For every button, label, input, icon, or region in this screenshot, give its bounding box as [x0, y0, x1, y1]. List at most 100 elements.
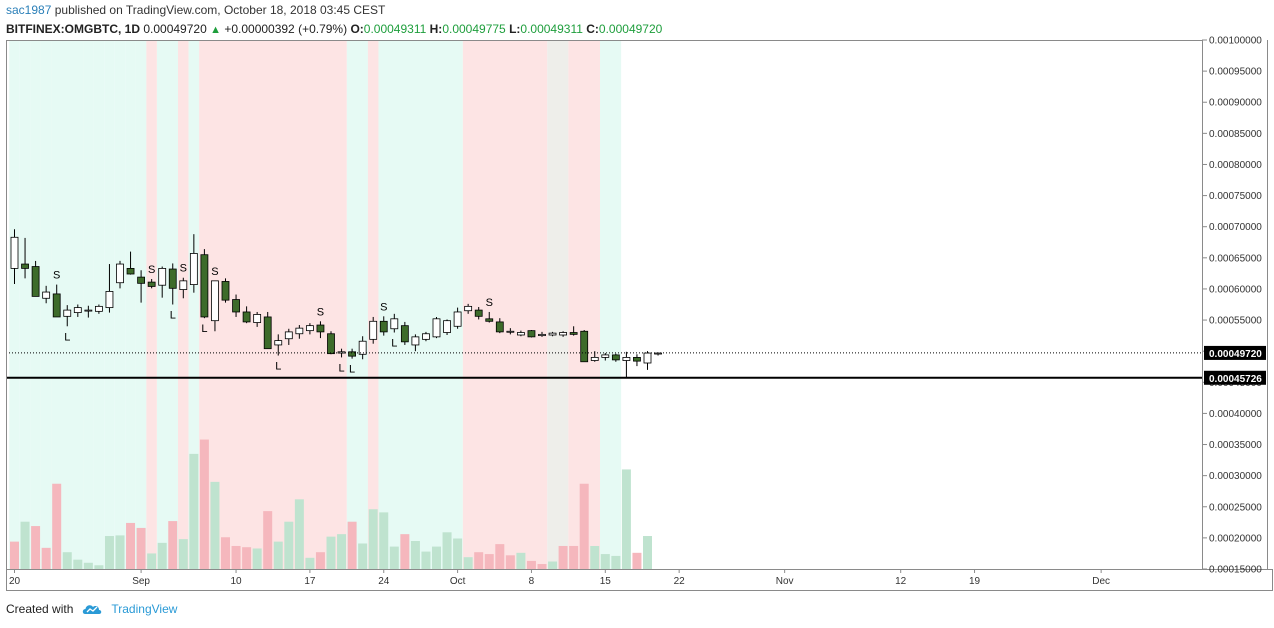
- volume-bar: [600, 554, 610, 569]
- volume-bar: [83, 562, 93, 569]
- y-tick-label: 0.00075000: [1209, 191, 1262, 202]
- candle-bull: [105, 291, 114, 309]
- volume-bar: [611, 555, 621, 569]
- signal-long-label: L: [170, 310, 176, 322]
- y-tick-label: 0.00030000: [1209, 471, 1262, 482]
- candle-bull: [548, 332, 557, 336]
- price-axis[interactable]: 0.00015000 0.00020000 0.00025000 0.00030000…: [1202, 36, 1266, 576]
- background-band-green: [156, 40, 168, 569]
- candle-bear: [137, 276, 146, 284]
- volume-bar: [379, 512, 389, 569]
- x-tick-label: Dec: [1092, 576, 1110, 587]
- candle-bull: [369, 320, 378, 340]
- background-band-green: [30, 40, 41, 569]
- volume-bar: [284, 521, 294, 569]
- y-tick-label: 0.00055000: [1209, 316, 1262, 327]
- candle-bull: [453, 311, 462, 327]
- up-arrow-icon: ▲: [210, 24, 221, 36]
- y-tick-label: 0.00025000: [1209, 502, 1262, 513]
- volume-bar: [326, 536, 336, 569]
- time-axis[interactable]: 20 Sep 10 17 24 Oct 8 15 22 Nov 12 19 Dec: [9, 569, 1110, 587]
- price-tag-box: [1204, 370, 1266, 385]
- background-band-red: [367, 40, 379, 569]
- candle-bull: [95, 305, 103, 312]
- y-tick-label: 0.00090000: [1209, 98, 1262, 109]
- low-label: L:: [509, 22, 521, 36]
- volume-bar: [442, 532, 452, 569]
- volume-bar: [453, 538, 463, 569]
- candle-bull: [84, 309, 93, 312]
- candle-bull: [211, 280, 219, 322]
- y-tick-label: 0.00015000: [1209, 565, 1262, 576]
- signal-short-label: S: [148, 264, 155, 276]
- price-lines: [6, 352, 1202, 379]
- background-band-green: [114, 40, 126, 569]
- candle-bear: [400, 325, 409, 343]
- candle-bull: [601, 354, 610, 358]
- candle-bear: [126, 268, 135, 275]
- volume-bar: [505, 555, 515, 569]
- candle-bull: [654, 352, 662, 355]
- candle-bull: [538, 333, 546, 337]
- signal-short-label: S: [180, 263, 187, 275]
- candle-bull: [464, 305, 473, 312]
- volume-bar: [337, 534, 347, 569]
- volume-bar: [294, 499, 304, 569]
- background-band-green: [600, 40, 622, 569]
- candlesticks: [10, 229, 662, 378]
- author-link[interactable]: sac1987: [6, 3, 52, 17]
- background-band-green: [19, 40, 31, 569]
- volume-bar: [221, 537, 230, 569]
- tradingview-link[interactable]: TradingView: [111, 602, 178, 616]
- y-tick-label: 0.00035000: [1209, 440, 1262, 451]
- volume-bar: [41, 547, 51, 569]
- candle-bull: [559, 332, 567, 336]
- candle-bear: [569, 332, 578, 335]
- candle-bear: [21, 263, 29, 269]
- candle-bear: [147, 281, 156, 287]
- volume-bar: [242, 547, 252, 569]
- candle-bear: [242, 311, 251, 323]
- candle-bear: [633, 356, 641, 362]
- y-tick-label: 0.00080000: [1209, 160, 1262, 171]
- x-tick-label: Nov: [776, 576, 794, 587]
- x-tick-label: 20: [9, 576, 21, 587]
- volume-bar: [358, 543, 368, 569]
- candle-bear: [221, 281, 230, 301]
- background-band-green: [9, 40, 20, 569]
- candle-bull: [253, 314, 262, 323]
- background-band-red: [568, 40, 601, 569]
- volume-bar: [548, 561, 558, 569]
- volume-bar: [410, 540, 420, 569]
- candle-bull: [590, 356, 599, 361]
- volume-bar: [484, 554, 494, 569]
- volume-bar: [305, 557, 315, 569]
- open-value: 0.00049311: [363, 22, 427, 36]
- volume-bar: [368, 509, 378, 569]
- y-tick-label: 0.00100000: [1209, 36, 1262, 47]
- publish-header: sac1987 published on TradingView.com, Oc…: [6, 3, 385, 17]
- volume-bar: [590, 545, 600, 569]
- signal-short-label: S: [380, 301, 387, 313]
- volume-bar: [273, 541, 283, 569]
- volume-bar: [463, 557, 473, 569]
- signal-long-label: L: [275, 361, 281, 373]
- candle-bull: [506, 330, 515, 333]
- high-label: H:: [429, 22, 443, 36]
- candle-bull: [622, 356, 631, 361]
- volume-bar: [252, 548, 262, 569]
- time-axis-border: [6, 569, 1273, 591]
- symbol-label[interactable]: BITFINEX:OMGBTC, 1D: [6, 22, 140, 36]
- volume-bar: [168, 521, 178, 569]
- volume-bar: [432, 546, 441, 569]
- candle-bear: [168, 268, 177, 289]
- signal-short-label: S: [317, 306, 324, 318]
- tradingview-cloud-icon[interactable]: [81, 602, 103, 616]
- close-value: 0.00049720: [598, 22, 663, 36]
- volume-bar: [632, 552, 642, 569]
- candle-bear: [495, 321, 504, 333]
- volume-bar: [400, 534, 410, 569]
- volume-bar: [263, 511, 273, 569]
